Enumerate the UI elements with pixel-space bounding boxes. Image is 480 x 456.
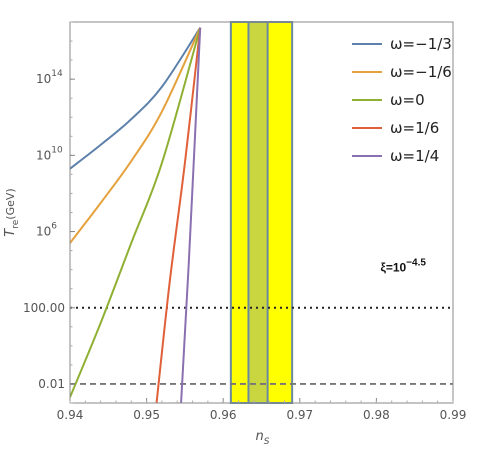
- x-tick-label: 0.97: [286, 408, 313, 422]
- series-line-0: [70, 27, 202, 170]
- series-line-3: [155, 27, 202, 403]
- x-axis-label-main: n: [256, 429, 264, 444]
- x-tick-label: 0.98: [363, 408, 390, 422]
- bands-layer: [229, 21, 294, 404]
- y-tick-label: 100.00: [23, 301, 65, 315]
- xi-annotation: ξ=10−4.5: [380, 258, 426, 275]
- series-layer: [70, 27, 202, 403]
- y-axis-label: Tre(GeV): [3, 188, 21, 236]
- series-line-2: [70, 27, 202, 398]
- x-tick-label: 0.95: [133, 408, 160, 422]
- xi-annotation-base: ξ=10: [380, 261, 406, 275]
- y-tick-label: 0.01: [38, 377, 65, 391]
- y-tick-exponent: 14: [51, 69, 63, 79]
- y-tick-label: 1014: [36, 69, 63, 86]
- legend-label: ω=1/6: [390, 119, 439, 137]
- y-tick-exponent: 6: [51, 222, 57, 232]
- x-tick-label: 0.96: [210, 408, 237, 422]
- y-tick-exponent: 10: [51, 145, 63, 155]
- y-tick-label: 1010: [36, 145, 63, 162]
- x-tick-label: 0.94: [57, 408, 84, 422]
- legend: ω=−1/3 ω=−1/6 ω=0 ω=1/6 ω=1/4: [352, 35, 452, 165]
- y-axis-label-main: T: [3, 228, 18, 237]
- x-axis-label: nS: [256, 429, 270, 447]
- legend-label: ω=−1/3: [390, 35, 452, 53]
- band-1: [247, 21, 269, 404]
- y-axis-label-unit: (GeV): [4, 188, 17, 219]
- y-tick-label: 106: [36, 222, 57, 239]
- reference-lines: [70, 306, 453, 385]
- x-axis-label-sub: S: [264, 437, 270, 447]
- y-axis-label-sub: re: [11, 219, 21, 229]
- series-line-4: [180, 27, 202, 403]
- xi-annotation-exponent: −4.5: [406, 258, 426, 269]
- legend-label: ω=1/4: [390, 147, 439, 165]
- x-tick-label: 0.99: [440, 408, 467, 422]
- legend-label: ω=0: [390, 91, 425, 109]
- series-line-1: [70, 27, 202, 244]
- legend-label: ω=−1/6: [390, 63, 452, 81]
